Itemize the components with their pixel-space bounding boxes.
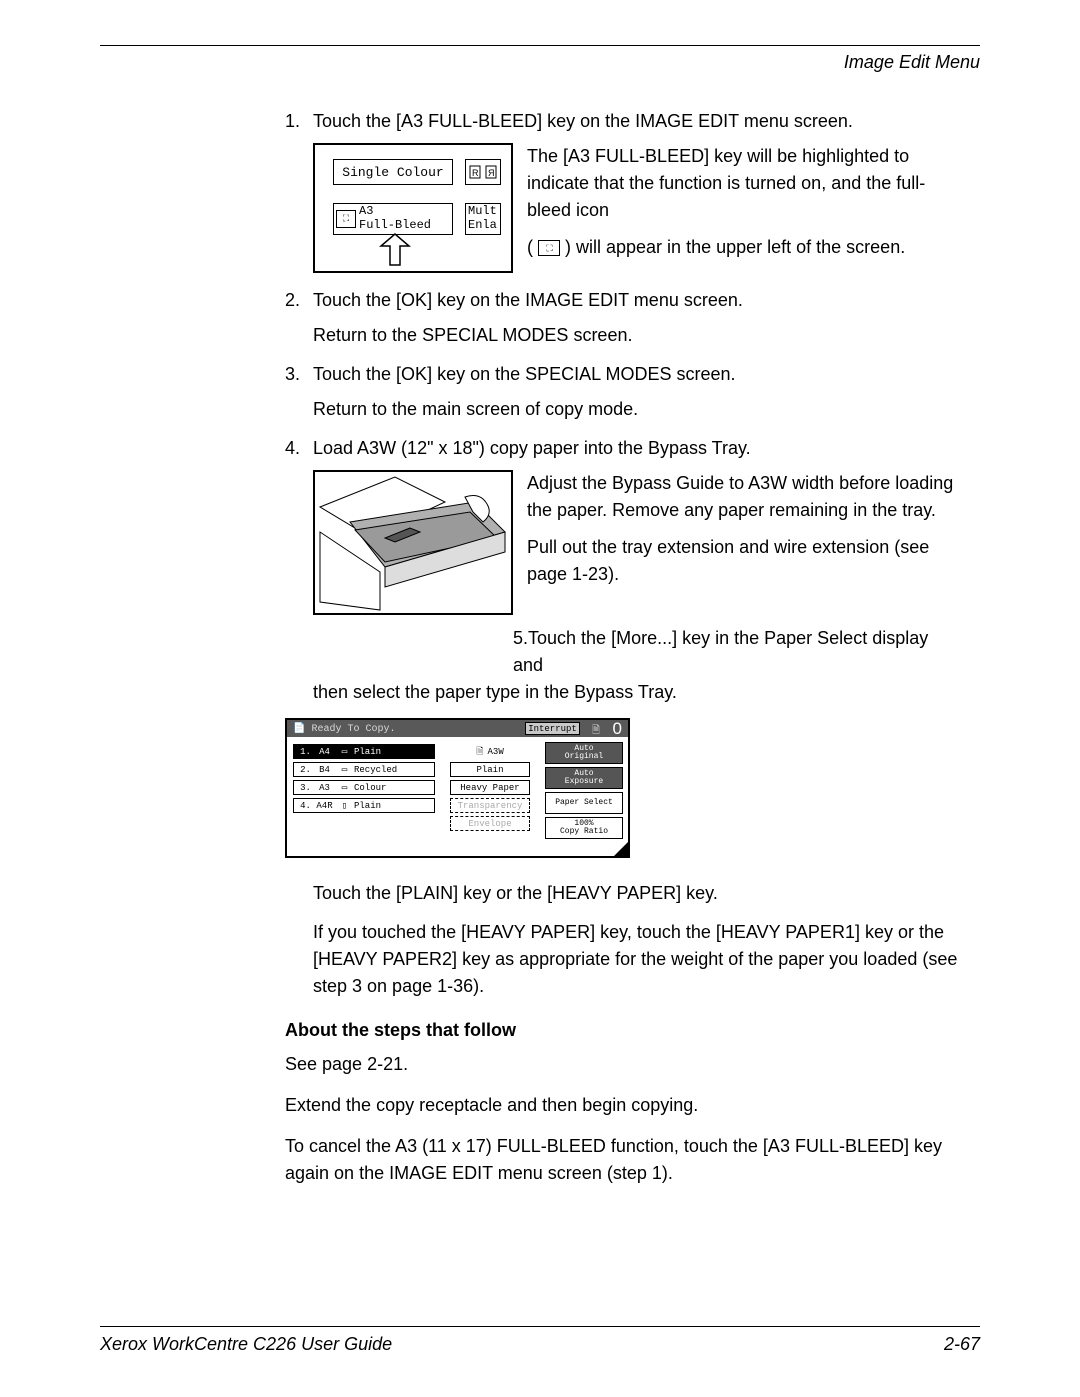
tray-1[interactable]: 1.A4▭Plain <box>293 744 435 759</box>
interrupt-button[interactable]: Interrupt <box>525 722 580 735</box>
figure-bypass-tray <box>313 470 513 615</box>
content: 1.Touch the [A3 FULL-BLEED] key on the I… <box>100 108 980 1187</box>
step-2: 2.Touch the [OK] key on the IMAGE EDIT m… <box>285 287 960 314</box>
header-rule <box>100 45 980 46</box>
auto-original-button[interactable]: AutoOriginal <box>545 742 623 764</box>
figure-image-edit-menu: Single Colour RЯ ⛶ A3 Full-Bleed Mult En… <box>313 143 513 273</box>
multi-enlarge-button-clip[interactable]: Mult Enla <box>465 203 501 235</box>
after-screen-p2: If you touched the [HEAVY PAPER] key, to… <box>285 919 960 1000</box>
step-4: 4.Load A3W (12" x 18") copy paper into t… <box>285 435 960 462</box>
after-screen-p1: Touch the [PLAIN] key or the [HEAVY PAPE… <box>285 880 960 907</box>
step-2-sub: Return to the SPECIAL MODES screen. <box>285 322 960 349</box>
step-5-cont: then select the paper type in the Bypass… <box>285 679 960 706</box>
page: Image Edit Menu 1.Touch the [A3 FULL-BLE… <box>0 0 1080 1397</box>
svg-text:R: R <box>472 168 479 178</box>
heavy-paper-button[interactable]: Heavy Paper <box>450 780 530 795</box>
output-icon: 🗎 <box>592 723 600 740</box>
tray-4[interactable]: 4.A4R▯Plain <box>293 798 435 813</box>
figure-paper-select-screen: 📄 Ready To Copy. Interrupt 🗎 0 1.A4▭Plai… <box>285 718 630 858</box>
about-p2: Extend the copy receptacle and then begi… <box>285 1092 960 1119</box>
step-1-num: 1. <box>285 108 313 135</box>
tray-2[interactable]: 2.B4▭Recycled <box>293 762 435 777</box>
copy-ratio-button[interactable]: 100%Copy Ratio <box>545 817 623 839</box>
footer-right: 2-67 <box>944 1334 980 1355</box>
step-3: 3.Touch the [OK] key on the SPECIAL MODE… <box>285 361 960 388</box>
footer-left: Xerox WorkCentre C226 User Guide <box>100 1334 392 1355</box>
step-1-text: Touch the [A3 FULL-BLEED] key on the IMA… <box>313 111 853 131</box>
envelope-button[interactable]: Envelope <box>450 816 530 831</box>
footer: Xerox WorkCentre C226 User Guide 2-67 <box>100 1334 980 1355</box>
tray-3[interactable]: 3.A3▭Colour <box>293 780 435 795</box>
transparency-button[interactable]: Transparency <box>450 798 530 813</box>
svg-text:Я: Я <box>488 168 495 178</box>
full-bleed-inline-icon: ⛶ <box>538 240 560 256</box>
a3-full-bleed-label: A3 Full-Bleed <box>359 205 431 233</box>
step-1: 1.Touch the [A3 FULL-BLEED] key on the I… <box>285 108 960 135</box>
about-p3: To cancel the A3 (11 x 17) FULL-BLEED fu… <box>285 1133 960 1187</box>
paper-select-button[interactable]: Paper Select <box>545 792 623 814</box>
step-4-side: Adjust the Bypass Guide to A3W width bef… <box>527 470 960 615</box>
step-3-sub: Return to the main screen of copy mode. <box>285 396 960 423</box>
auto-exposure-button[interactable]: AutoExposure <box>545 767 623 789</box>
footer-rule <box>100 1326 980 1327</box>
screen-corner-icon <box>613 841 629 857</box>
mirror-icon[interactable]: RЯ <box>465 159 501 185</box>
plain-button[interactable]: Plain <box>450 762 530 777</box>
full-bleed-icon: ⛶ <box>336 210 356 228</box>
ready-label: 📄 Ready To Copy. <box>293 723 395 735</box>
a3-full-bleed-button[interactable]: ⛶ A3 Full-Bleed <box>333 203 453 235</box>
header-title: Image Edit Menu <box>100 52 980 73</box>
copy-count: 0 <box>613 719 622 739</box>
pointer-arrow-icon <box>375 232 415 266</box>
step-1-side: The [A3 FULL-BLEED] key will be highligh… <box>527 143 960 273</box>
step-5-lead: 5.Touch the [More...] key in the Paper S… <box>285 625 960 679</box>
bypass-size-label: 🗎 A3W <box>450 744 530 759</box>
about-p1: See page 2-21. <box>285 1051 960 1078</box>
about-title: About the steps that follow <box>285 1020 960 1041</box>
single-colour-button[interactable]: Single Colour <box>333 159 453 185</box>
